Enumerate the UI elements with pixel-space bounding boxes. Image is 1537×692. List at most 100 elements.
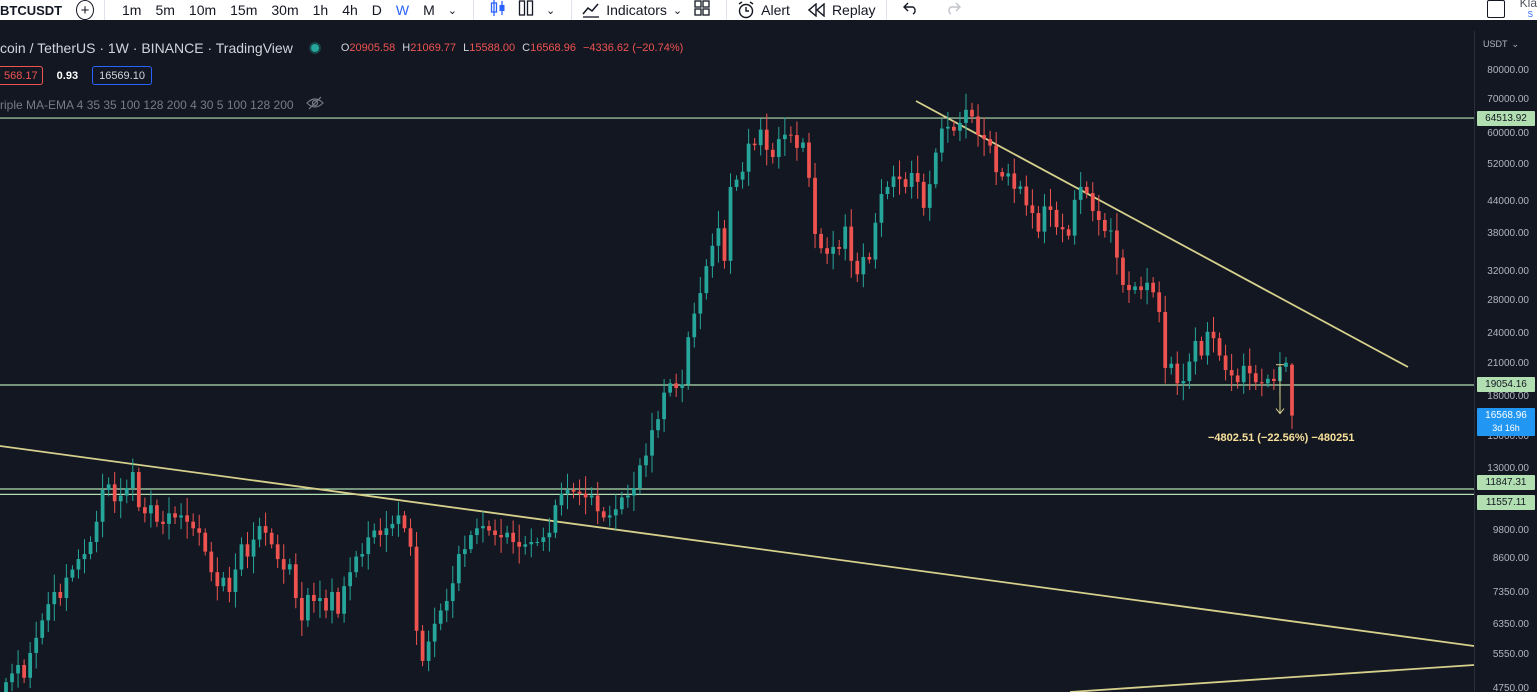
alert-label: Alert [761,2,790,18]
candle-body [227,577,232,592]
candle-body [716,228,721,246]
timeframe-15m[interactable]: 15m [230,2,258,18]
timeframe-m[interactable]: M [423,2,435,18]
candle-body [1072,199,1077,236]
candle-body [124,488,129,496]
buy-price-button[interactable]: 16569.10 [92,66,152,85]
indicators-label: Indicators [606,2,667,18]
timeframe-4h[interactable]: 4h [342,2,358,18]
legend-title[interactable]: coin / TetherUS · 1W · BINANCE · Trading… [0,40,293,56]
price-chart[interactable] [0,31,1475,692]
candle-body [927,184,932,208]
timeframe-30m[interactable]: 30m [271,2,299,18]
candle-body [414,546,419,631]
price-tick: 6350.00 [1492,619,1529,631]
candle-body [209,551,214,573]
candle-body [607,515,612,518]
bar-chart-icon[interactable] [512,0,540,20]
timeframe-1h[interactable]: 1h [312,2,329,18]
candle-body [281,559,286,570]
candle-body [632,488,636,496]
candle-body [432,623,437,642]
replay-button[interactable]: Replay [807,0,876,20]
price-axis[interactable]: USDT ⌄ 80000.00 70000.00 60000.00 52000.00 44… [1474,31,1537,692]
chart-pane[interactable] [0,31,1475,692]
candle-body [1181,381,1186,384]
indicator-label[interactable]: riple MA-EMA 4 35 35 100 128 200 4 30 5 … [0,97,294,112]
candle-body [1163,311,1168,368]
candle-body [843,226,848,249]
candle-body [1066,229,1071,236]
rewind-icon [807,3,825,17]
candles-icon[interactable] [484,0,512,20]
currency-selector[interactable]: USDT ⌄ [1483,39,1519,50]
candle-body [444,601,449,611]
indicators-chevron-down-icon[interactable]: ⌄ [672,4,683,17]
candle-body [438,610,443,624]
fullscreen-checkbox[interactable] [1487,0,1505,18]
indicators-icon [582,3,600,18]
candle-body [396,515,401,524]
close-label: C [522,42,531,54]
chart-type-group: ⌄ [484,0,561,20]
account-label[interactable]: Kla [1519,0,1537,10]
timeframe-1m[interactable]: 1m [122,2,142,18]
price-tick: 21000.00 [1487,357,1529,369]
candle-body [4,682,8,692]
chart-type-chevron-down-icon[interactable]: ⌄ [546,4,556,17]
candle-body [674,383,679,388]
sell-price-button[interactable]: 568.17 [0,66,43,85]
price-label-resistance: 64513.92 [1477,110,1535,126]
current-price-value: 16568.96 [1485,409,1527,421]
timeframe-w[interactable]: W [395,2,410,18]
candle-body [10,673,14,683]
candle-body [257,526,262,540]
candle-body [1157,292,1162,312]
timeframe-10m[interactable]: 10m [188,2,217,18]
candle-body [1247,365,1252,374]
candle-body [1030,205,1035,214]
timeframe-chevron-down-icon[interactable]: ⌄ [447,4,457,17]
candle-body [1006,173,1011,177]
candle-body [505,532,509,538]
toolbar-divider [473,0,474,20]
candle-body [299,597,304,621]
alert-button[interactable]: Alert [737,0,790,20]
candle-body [324,597,328,611]
low-label: L [463,42,470,54]
candle-body [1284,362,1288,367]
redo-icon[interactable] [939,1,967,20]
candle-body [819,233,823,249]
candle-body [583,493,588,498]
candle-body [197,528,202,533]
layout-grid-icon[interactable] [688,0,716,20]
timeframe-5m[interactable]: 5m [155,2,175,18]
candle-body [553,505,558,533]
open-label: O [340,42,350,54]
candle-body [976,116,980,136]
candle-body [342,586,346,614]
trend-line-0 [0,445,1475,647]
candle-body [22,665,26,678]
candle-body [408,528,413,547]
add-symbol-icon[interactable]: + [76,0,94,20]
candle-body [1169,363,1174,368]
eye-slash-icon[interactable] [305,96,324,113]
candle-body [1000,172,1005,177]
candle-body [565,489,570,494]
undo-icon[interactable] [897,1,925,20]
candle-body [994,145,999,173]
timeframe-d[interactable]: D [371,2,382,18]
close-value: 16568.96 [530,42,576,54]
candle-body [638,465,642,489]
candle-body [885,186,890,195]
candle-body [692,313,697,338]
candle-body [306,594,310,621]
candle-body [475,528,479,536]
indicator-legend[interactable]: riple MA-EMA 4 35 35 100 128 200 4 30 5 … [0,96,324,113]
market-status-icon[interactable] [310,44,319,52]
chart-legend: coin / TetherUS · 1W · BINANCE · Trading… [0,40,690,56]
bid-ask-row: 568.17 0.93 16569.10 [0,66,152,85]
indicators-button[interactable]: Indicators ⌄ [582,0,688,20]
symbol-search-button[interactable]: BTCUSDT [0,2,63,18]
